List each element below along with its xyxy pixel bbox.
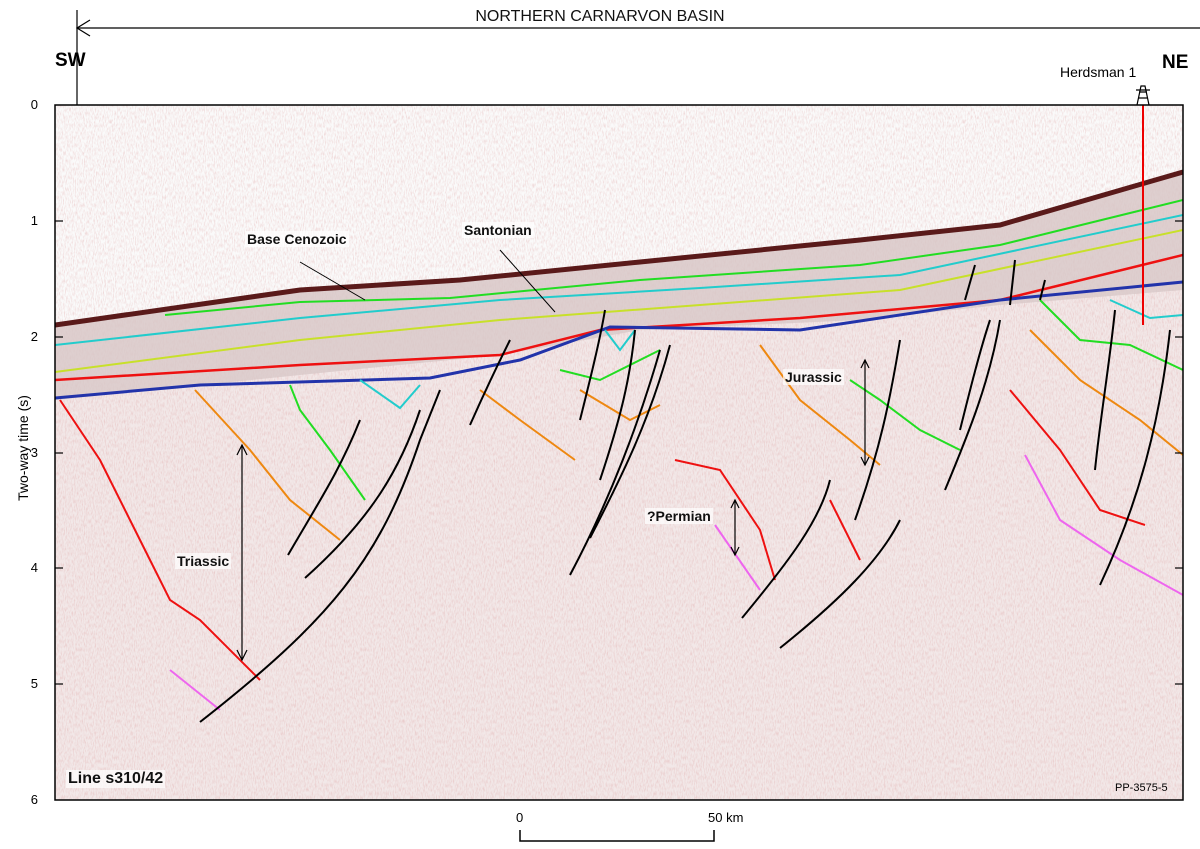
triassic-label: Triassic: [175, 553, 232, 569]
base-cenozoic-horizon: [164, 199, 1183, 316]
well-name: Herdsman 1: [1060, 64, 1137, 80]
scale-bar: [519, 830, 715, 842]
permian-label: ?Permian: [645, 508, 713, 524]
base-cenozoic-label: Base Cenozoic: [245, 231, 349, 247]
faults: [199, 259, 1171, 723]
y-tick: 1: [30, 213, 38, 228]
basin-title: NORTHERN CARNARVON BASIN: [475, 8, 725, 25]
base-cenozoic-leader: [299, 261, 366, 301]
drilling-rig-icon: [1136, 85, 1150, 106]
ne-label: NE: [1162, 52, 1189, 73]
y-tick: 2: [30, 329, 38, 344]
y-tick: 4: [30, 560, 38, 575]
y-tick: 6: [30, 792, 38, 807]
seafloor: [55, 169, 1183, 328]
y-axis-label: Two-way time (s): [14, 395, 31, 501]
y-tick: 3: [30, 445, 38, 460]
sw-label: SW: [55, 50, 86, 71]
figure-id: PP-3575-5: [1115, 782, 1168, 794]
blue-horizon: [55, 280, 1183, 400]
y-tick: 0: [30, 97, 38, 112]
jurassic-label: Jurassic: [783, 369, 844, 385]
scale-start: 0: [516, 810, 524, 825]
scale-end: 50 km: [708, 810, 744, 825]
line-label: Line s310/42: [66, 770, 166, 788]
santonian-leader: [499, 249, 556, 313]
santonian-horizon: [55, 229, 1183, 373]
y-tick: 5: [30, 676, 38, 691]
santonian-label: Santonian: [462, 222, 534, 238]
cenozoic-cretaceous-layers: [55, 172, 1183, 400]
